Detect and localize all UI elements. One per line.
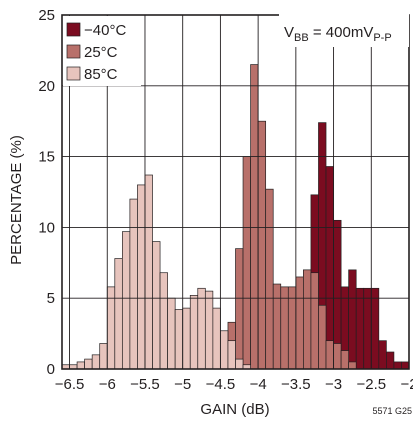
y-tick-label-3: 15 (38, 149, 55, 166)
y-tick-label-1: 5 (47, 290, 55, 307)
y-tick-label-2: 10 (38, 219, 55, 236)
legend: −40°C 25°C 85°C (63, 16, 141, 86)
bar-series-1-bin-7 (257, 120, 267, 370)
x-axis-label: GAIN (dB) (200, 401, 269, 418)
bar-series-1-bin-10 (280, 286, 289, 370)
bar-series-1-bin-9 (272, 283, 282, 370)
bar-series-2-bin-21 (220, 330, 229, 370)
bar-series-1-bin-12 (295, 276, 304, 370)
y-tick-label-4: 20 (38, 78, 55, 95)
bar-series-0-bin-9 (348, 269, 357, 370)
legend-swatch-0 (66, 22, 81, 37)
bar-series-1-bin-17 (333, 343, 342, 370)
x-tick-label-2: −5.5 (130, 376, 160, 393)
bar-series-2-bin-15 (174, 309, 184, 370)
x-tick-label-8: −2.5 (356, 376, 386, 393)
bar-series-1-bin-15 (318, 304, 327, 370)
x-tick-label-3: −5 (174, 376, 191, 393)
bar-series-2-bin-7 (114, 258, 123, 370)
x-axis-tick-labels: −6.5 −6 −5.5 −5 −4.5 −4 −3.5 −3 −2.5 −2 (55, 376, 413, 393)
y-tick-label-5: 25 (38, 7, 55, 24)
bar-series-1-bin-11 (287, 286, 297, 370)
bar-series-2-bin-4 (91, 354, 101, 370)
bar-series-2-bin-3 (84, 358, 93, 370)
bar-series-0-bin-15 (393, 361, 402, 370)
bar-series-1-bin-6 (250, 64, 259, 370)
bar-series-2-bin-23 (235, 358, 244, 370)
bar-series-2-bin-19 (204, 290, 214, 370)
annotation-text: VBB = 400mVP-P (284, 24, 392, 44)
bar-series-0-bin-10 (355, 287, 365, 370)
bar-series-2-bin-14 (167, 297, 176, 370)
bar-series-2-bin-10 (137, 184, 146, 370)
bar-series-2-bin-20 (212, 307, 221, 370)
bar-series-0-bin-12 (370, 287, 380, 370)
y-axis-tick-labels: 0 5 10 15 20 25 (38, 7, 55, 378)
legend-swatch-2 (66, 66, 81, 81)
x-tick-label-5: −4 (250, 376, 267, 393)
bar-series-0-bin-16 (401, 361, 410, 370)
bar-series-2-bin-12 (152, 241, 161, 370)
bar-series-2-bin-9 (129, 198, 138, 370)
bar-series-2-bin-22 (227, 340, 236, 370)
bar-series-1-bin-8 (265, 188, 274, 370)
x-tick-label-1: −6 (99, 376, 116, 393)
bar-series-1-bin-5 (242, 156, 251, 370)
annotation-background (279, 14, 409, 47)
bar-series-1-bin-14 (310, 272, 319, 370)
plot-frame (61, 14, 410, 370)
bar-series-1-bin-19 (348, 361, 357, 370)
bar-series-2-bin-16 (182, 307, 191, 370)
bar-series-2-bin-8 (121, 231, 131, 370)
legend-label-2: 85°C (84, 66, 118, 83)
y-axis-label: PERCENTAGE (%) (8, 135, 25, 265)
bar-series-2-bin-6 (106, 286, 116, 370)
figure-id: 5571 G25 (372, 406, 412, 416)
bar-series-2-bin-13 (159, 272, 168, 370)
bar-series-2-bin-11 (144, 174, 153, 370)
bar-series-1-bin-13 (303, 269, 312, 370)
y-tick-label-0: 0 (47, 361, 55, 378)
bar-series-1-bin-16 (325, 340, 334, 370)
x-tick-label-0: −6.5 (55, 376, 85, 393)
bar-series-2-bin-2 (76, 361, 85, 370)
x-tick-label-4: −4.5 (206, 376, 236, 393)
x-tick-label-9: −2 (400, 376, 413, 393)
legend-label-0: −40°C (84, 22, 126, 39)
legend-swatch-1 (66, 44, 81, 59)
bar-series-1-bin-4 (235, 248, 244, 370)
bar-series-0-bin-11 (363, 287, 372, 370)
x-tick-label-6: −3.5 (281, 376, 311, 393)
bar-series-2-bin-5 (99, 343, 108, 370)
legend-label-1: 25°C (84, 44, 118, 61)
bar-series-2-bin-18 (197, 287, 206, 370)
bar-series-2-bin-17 (189, 295, 199, 370)
bar-series-1-bin-18 (340, 350, 349, 370)
vbb-annotation: VBB = 400mVP-P (279, 14, 409, 47)
bar-series-0-bin-6 (325, 166, 334, 370)
x-tick-label-7: −3 (325, 376, 342, 393)
histogram-bars (61, 64, 410, 370)
bar-series-0-bin-13 (378, 340, 387, 370)
bar-series-0-bin-14 (386, 351, 395, 370)
